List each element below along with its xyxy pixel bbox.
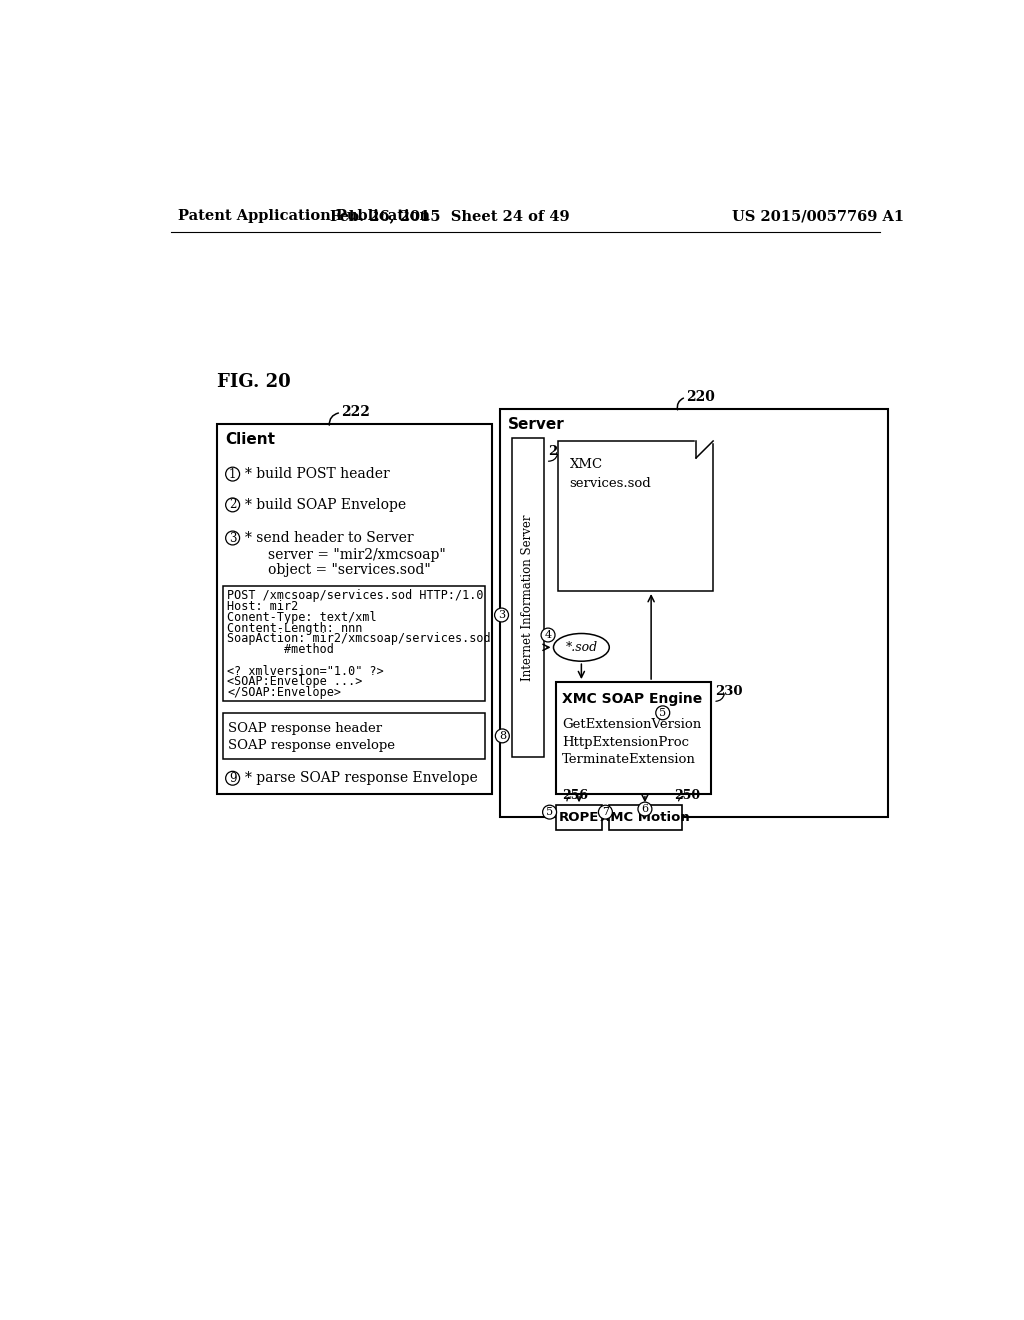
Text: 1: 1 <box>229 467 237 480</box>
Text: Server: Server <box>508 417 564 432</box>
Text: #method: #method <box>227 643 334 656</box>
Text: SoapAction: mir2/xmcsoap/services.sod: SoapAction: mir2/xmcsoap/services.sod <box>227 632 490 645</box>
Bar <box>608 805 682 830</box>
Text: 230: 230 <box>715 685 742 698</box>
Text: 8: 8 <box>499 731 506 741</box>
Text: Feb. 26, 2015  Sheet 24 of 49: Feb. 26, 2015 Sheet 24 of 49 <box>330 209 569 223</box>
Bar <box>223 586 484 701</box>
Text: 5: 5 <box>546 807 553 817</box>
Text: SOAP response envelope: SOAP response envelope <box>228 739 395 751</box>
Text: HttpExtensionProc: HttpExtensionProc <box>562 735 689 748</box>
Text: * send header to Server: * send header to Server <box>245 531 414 545</box>
Bar <box>556 682 711 793</box>
Text: object = "services.sod": object = "services.sod" <box>267 564 430 577</box>
Text: POST /xmcsoap/services.sod HTTP:/1.0: POST /xmcsoap/services.sod HTTP:/1.0 <box>227 589 483 602</box>
Text: <SOAP:Envelope ...>: <SOAP:Envelope ...> <box>227 676 362 689</box>
Text: 220: 220 <box>686 391 715 404</box>
Circle shape <box>225 531 240 545</box>
Bar <box>223 713 484 759</box>
Circle shape <box>638 803 652 816</box>
Text: 3: 3 <box>229 532 237 545</box>
Bar <box>558 441 713 591</box>
Text: XMC: XMC <box>569 458 603 471</box>
Text: 276: 276 <box>548 445 575 458</box>
Text: server = "mir2/xmcsoap": server = "mir2/xmcsoap" <box>267 548 445 562</box>
Circle shape <box>655 706 670 719</box>
Text: * parse SOAP response Envelope: * parse SOAP response Envelope <box>245 771 478 785</box>
Text: FIG. 20: FIG. 20 <box>217 372 291 391</box>
Circle shape <box>225 498 240 512</box>
Bar <box>512 438 544 758</box>
Circle shape <box>598 805 612 818</box>
Text: US 2015/0057769 A1: US 2015/0057769 A1 <box>732 209 904 223</box>
Bar <box>217 424 493 793</box>
Text: 2: 2 <box>229 499 237 511</box>
Text: XMC Motion: XMC Motion <box>600 810 690 824</box>
Text: TerminateExtension: TerminateExtension <box>562 754 696 767</box>
Text: 3: 3 <box>498 610 505 620</box>
Text: </SOAP:Envelope>: </SOAP:Envelope> <box>227 686 341 700</box>
Circle shape <box>543 805 557 818</box>
Text: 4: 4 <box>545 630 552 640</box>
Text: SOAP response header: SOAP response header <box>228 722 382 735</box>
Text: services.sod: services.sod <box>569 477 651 490</box>
Text: Host: mir2: Host: mir2 <box>227 601 298 612</box>
Text: * build SOAP Envelope: * build SOAP Envelope <box>245 498 407 512</box>
Text: 7: 7 <box>602 807 609 817</box>
Text: GetExtensionVersion: GetExtensionVersion <box>562 718 701 731</box>
Bar <box>556 805 602 830</box>
Text: Client: Client <box>225 432 274 447</box>
Circle shape <box>225 771 240 785</box>
Text: Conent-Type: text/xml: Conent-Type: text/xml <box>227 611 377 624</box>
Text: * build POST header: * build POST header <box>245 467 390 480</box>
Text: ROPE: ROPE <box>559 810 599 824</box>
Text: 256: 256 <box>562 789 588 803</box>
Bar <box>500 409 888 817</box>
Circle shape <box>496 729 509 743</box>
Text: 250: 250 <box>675 789 700 803</box>
Text: XMC SOAP Engine: XMC SOAP Engine <box>562 692 702 706</box>
Circle shape <box>225 467 240 480</box>
Text: <? xmlversion="1.0" ?>: <? xmlversion="1.0" ?> <box>227 665 384 677</box>
Text: 9: 9 <box>229 772 237 785</box>
Circle shape <box>541 628 555 642</box>
Circle shape <box>495 609 509 622</box>
Text: 6: 6 <box>641 804 648 814</box>
Text: *.sod: *.sod <box>565 640 597 653</box>
Ellipse shape <box>554 634 609 661</box>
Text: Content-Length: nnn: Content-Length: nnn <box>227 622 362 635</box>
Text: 222: 222 <box>341 405 370 420</box>
Text: Internet Information Server: Internet Information Server <box>521 515 535 681</box>
Text: 5: 5 <box>659 708 667 718</box>
Text: Patent Application Publication: Patent Application Publication <box>178 209 430 223</box>
